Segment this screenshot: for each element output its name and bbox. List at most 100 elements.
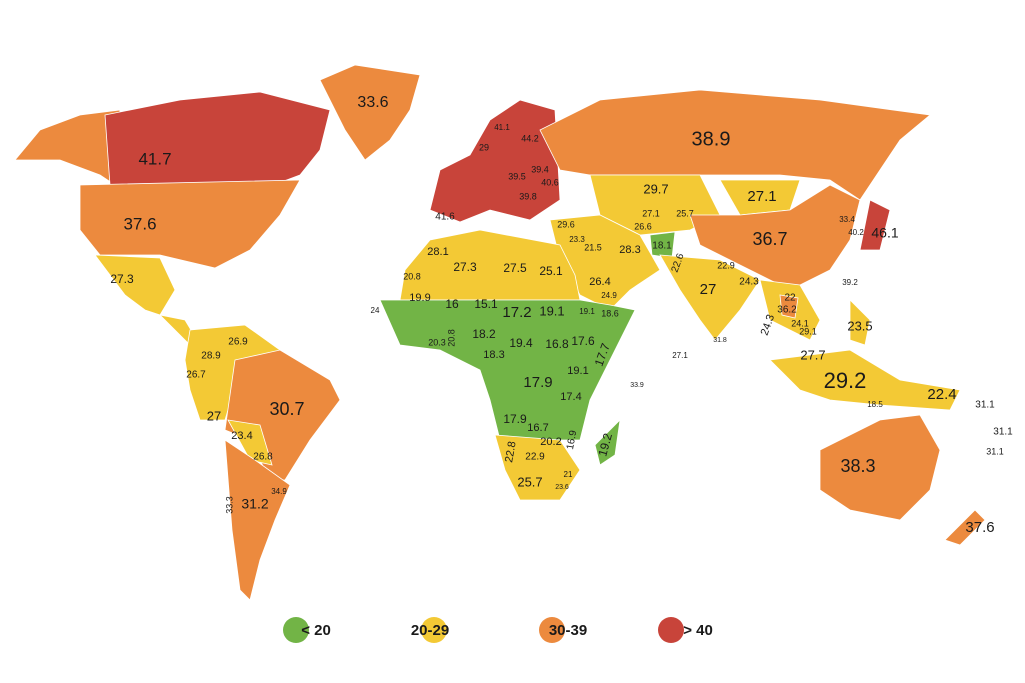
japan: [859, 199, 891, 251]
median-age-label: 40.2: [848, 228, 864, 237]
median-age-label: 23.4: [231, 430, 252, 442]
median-age-label: 20.2: [540, 436, 561, 448]
median-age-label: 28.1: [427, 246, 448, 258]
thailand: [779, 294, 799, 319]
region-labels: 33.6 41.7 37.6 38.9 27.3 29.7 27.1 36.7 46.1 33.4…: [110, 94, 1013, 536]
median-age-label: 33.3: [224, 496, 234, 514]
median-age-label: 17.6: [571, 334, 595, 348]
median-age-label: 44.2: [521, 133, 539, 143]
median-age-label: 18.6: [601, 308, 619, 318]
median-age-label: 26.4: [589, 276, 610, 288]
median-age-label: 18.5: [867, 400, 883, 409]
median-age-label: 39.8: [519, 191, 537, 201]
south-america-north: [184, 324, 281, 421]
median-age-label: 22.9: [525, 452, 545, 463]
median-age-label: 37.6: [123, 214, 156, 233]
median-age-label: 22.9: [717, 260, 735, 270]
median-age-label: 15.1: [474, 297, 498, 311]
median-age-label: 27.1: [672, 351, 688, 360]
median-age-label: 20.8: [446, 329, 456, 347]
bolivia-paraguay: [227, 419, 273, 466]
median-age-label: 27.5: [503, 261, 527, 275]
legend-label: 20-29: [411, 622, 449, 639]
median-age-label: 34.9: [271, 487, 287, 496]
median-age-label: 38.3: [840, 456, 875, 476]
median-age-label: 26.8: [253, 452, 273, 463]
median-age-label: 31.2: [241, 496, 268, 512]
alaska: [14, 109, 121, 186]
median-age-label: 27.3: [110, 272, 134, 286]
median-age-label: 27: [700, 281, 717, 298]
median-age-label: 26.9: [228, 337, 248, 348]
median-age-label: 28.3: [619, 244, 640, 256]
median-age-label: 39.2: [842, 278, 858, 287]
median-age-label: 29.1: [799, 326, 817, 336]
median-age-label: 18.2: [472, 327, 496, 341]
median-age-label: 36.2: [777, 305, 797, 316]
new-zealand: [944, 509, 986, 546]
median-age-label: 17.9: [523, 374, 552, 391]
southern-cone: [224, 439, 291, 601]
median-age-label: 27: [207, 408, 221, 423]
median-age-label: 33.4: [839, 215, 855, 224]
median-age-label: 33.6: [357, 94, 388, 111]
median-age-label: 31.8: [713, 337, 727, 344]
median-age-label: 24.9: [601, 291, 617, 300]
median-age-label: 31.1: [993, 427, 1013, 438]
europe: [429, 99, 561, 223]
legend-label: < 20: [301, 622, 331, 639]
median-age-label: 33.9: [630, 382, 644, 389]
median-age-label: 30.7: [269, 399, 304, 419]
median-age-label: 18.1: [652, 241, 672, 252]
median-age-label: 19.4: [509, 336, 533, 350]
legend-swatch: [283, 617, 309, 643]
philippines: [849, 299, 871, 346]
median-age-label: 27.3: [453, 260, 477, 274]
median-age-label: 22: [784, 293, 796, 304]
median-age-label: 24.1: [791, 318, 809, 328]
median-age-label: 24: [371, 306, 380, 315]
legend-label: 30-39: [549, 622, 587, 639]
median-age-label: 24.3: [739, 277, 759, 288]
median-age-label: 41.1: [494, 123, 510, 132]
median-age-label: 39.5: [508, 171, 526, 181]
australia: [819, 414, 941, 521]
median-age-label: 23.3: [569, 235, 585, 244]
median-age-label: 39.4: [531, 164, 549, 174]
median-age-label: 20.3: [428, 337, 446, 347]
median-age-label: 19.9: [409, 292, 430, 304]
median-age-label: 41.7: [138, 149, 171, 168]
median-age-label: 28.9: [201, 351, 221, 362]
usa: [79, 179, 301, 269]
median-age-label: 31.1: [986, 446, 1004, 456]
indonesia: [769, 349, 961, 411]
median-age-label: 46.1: [871, 225, 898, 241]
median-age-label: 16.9: [565, 429, 579, 451]
median-age-label: 29: [479, 142, 489, 152]
greenland: [319, 64, 421, 161]
median-age-label: 26.6: [634, 221, 652, 231]
median-age-label: 23.5: [847, 318, 872, 333]
median-age-label: 29.2: [824, 368, 867, 393]
madagascar: [594, 418, 621, 466]
median-age-label: 19.1: [539, 303, 564, 318]
median-age-label: 21: [564, 470, 573, 479]
median-age-label: 25.7: [517, 474, 542, 489]
median-age-label: 26.7: [186, 370, 206, 381]
median-age-label: 22.4: [927, 386, 956, 403]
median-age-label: 21.5: [584, 242, 602, 252]
southern-africa: [494, 434, 581, 501]
canada: [104, 91, 331, 191]
median-age-label: 25.1: [539, 264, 563, 278]
median-age-label: 17.4: [560, 391, 581, 403]
median-age-label: 41.6: [435, 212, 455, 223]
median-age-label: 20.8: [403, 271, 421, 281]
legend-label: > 40: [683, 622, 713, 639]
median-age-label: 16: [445, 297, 459, 311]
median-age-label: 25.7: [676, 208, 694, 218]
median-age-label: 17.2: [502, 304, 531, 321]
africa: [379, 299, 636, 441]
median-age-label: 29.6: [557, 219, 575, 229]
median-age-label: 19.1: [579, 307, 595, 316]
